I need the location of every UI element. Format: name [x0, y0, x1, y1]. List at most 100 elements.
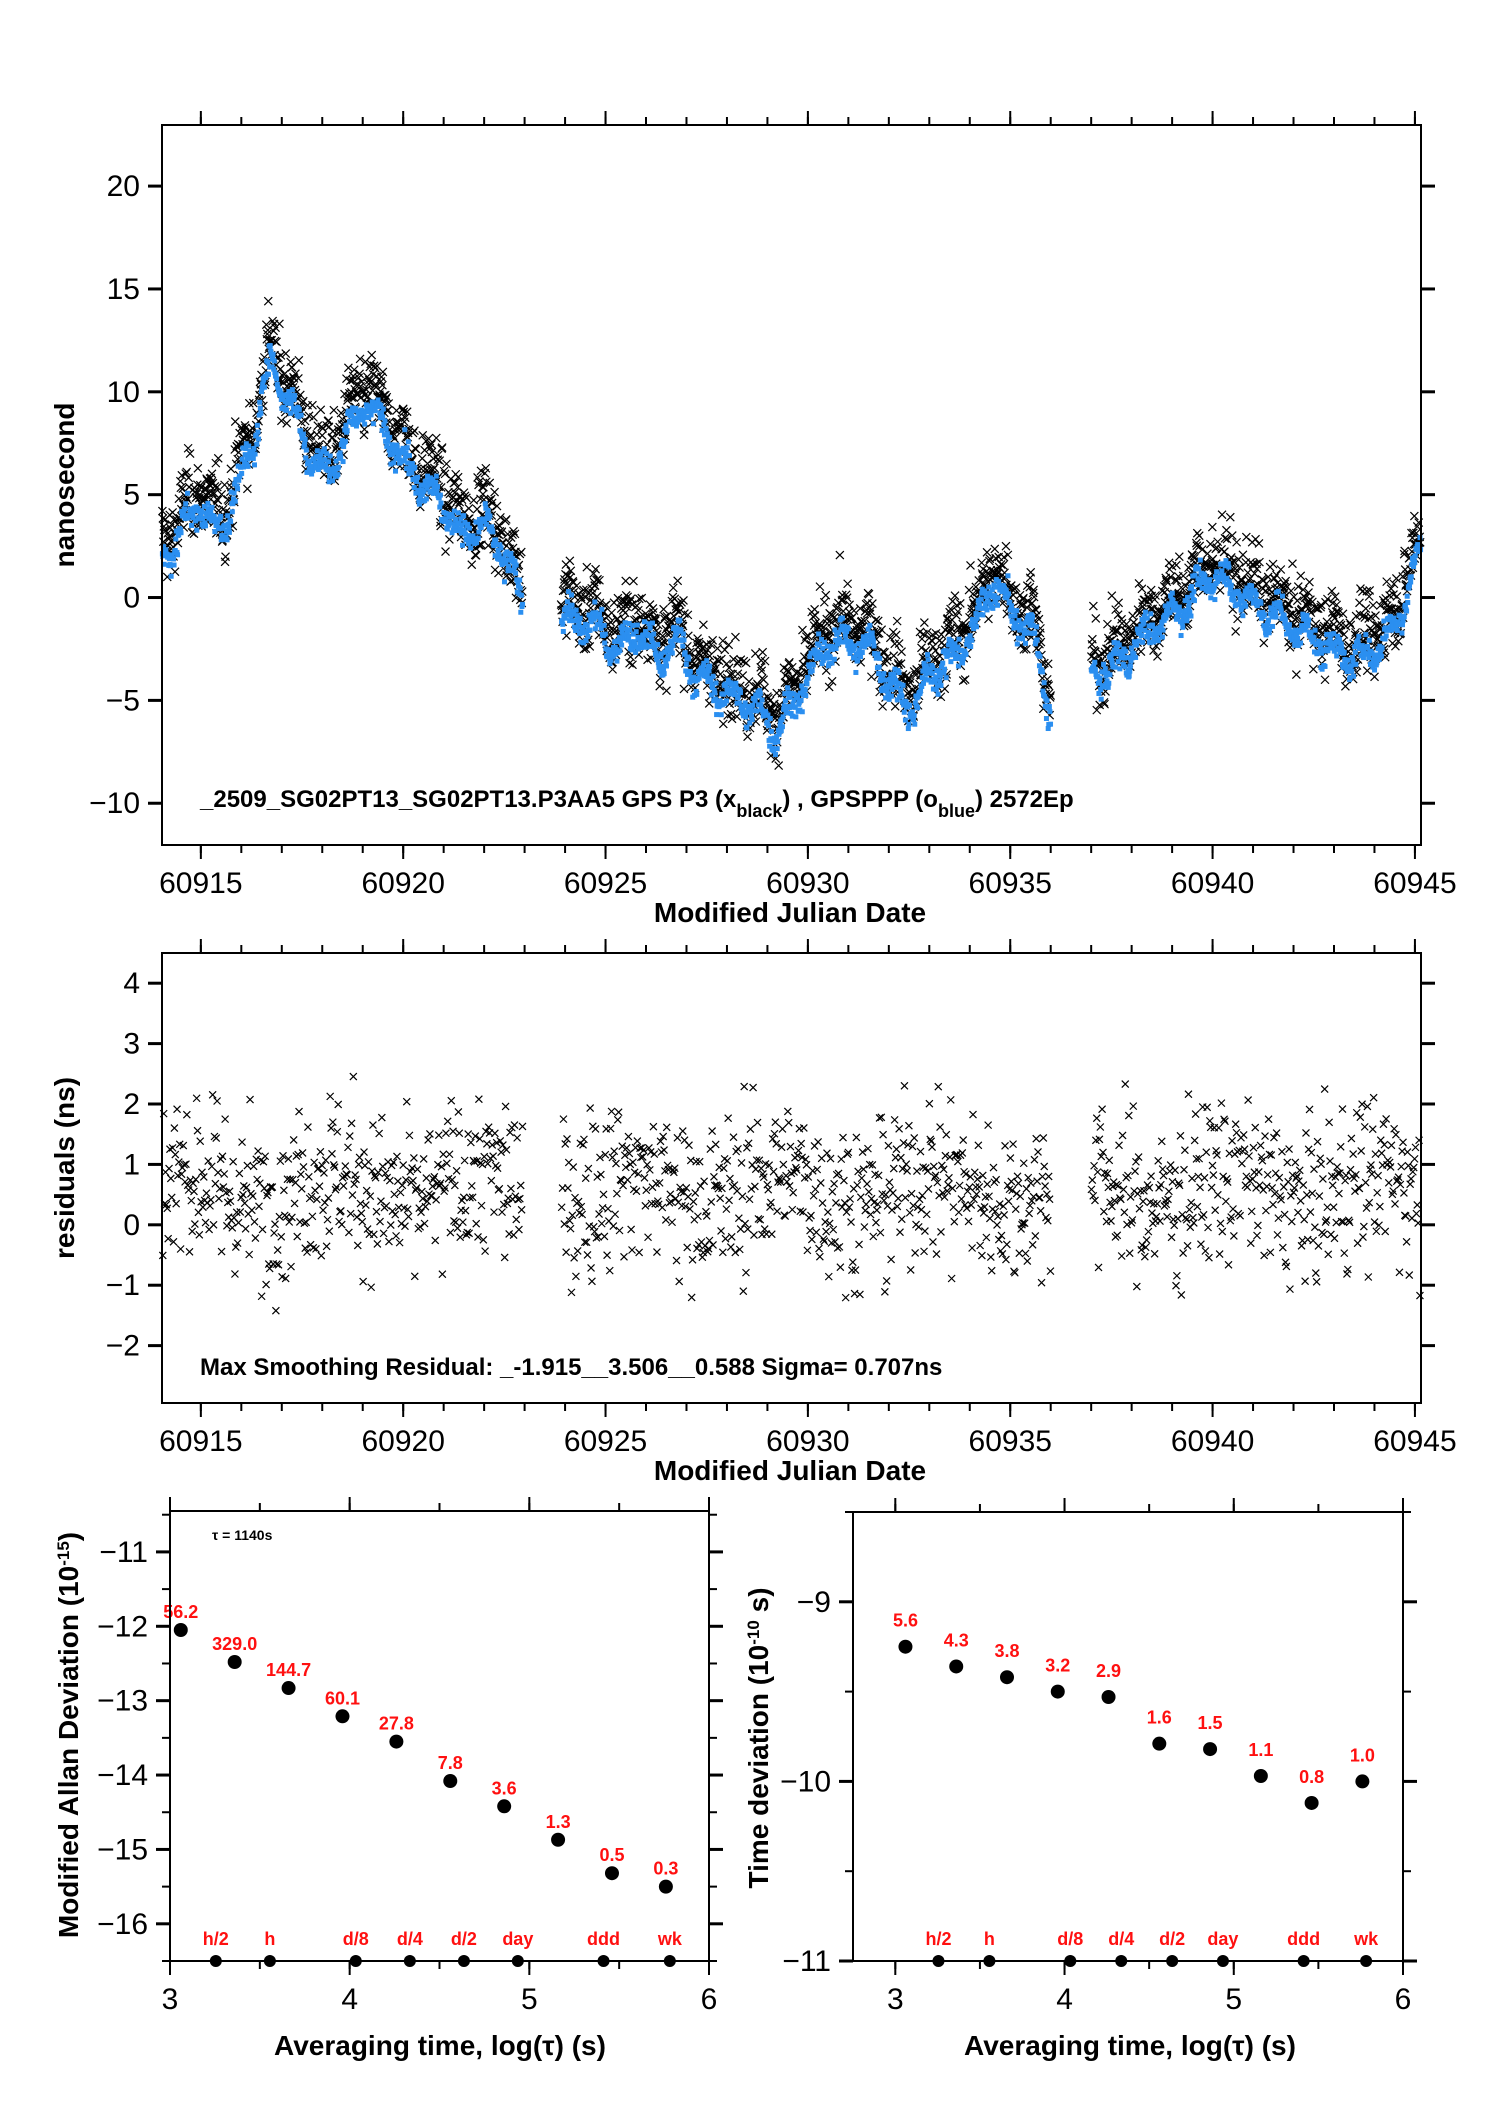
blue-o-point	[906, 721, 912, 727]
blue-o-point	[518, 592, 524, 598]
blue-o-point	[569, 602, 575, 608]
black-x-point	[889, 651, 899, 661]
blue-o-point	[163, 547, 169, 553]
blue-o-point	[1286, 622, 1292, 628]
blue-o-point	[461, 513, 467, 519]
black-x-point	[803, 631, 813, 641]
blue-o-point	[592, 599, 598, 605]
black-x-point	[917, 634, 927, 644]
blue-o-point	[1184, 618, 1190, 624]
black-x-point	[360, 424, 369, 434]
blue-o-point	[1034, 637, 1040, 643]
black-x-point	[211, 458, 221, 468]
blue-o-point	[482, 501, 488, 507]
x-tick-label: 60940	[1171, 867, 1254, 900]
phase-plot: 60915 60920 60925 60930 60935 60940 6094520151…	[49, 111, 1457, 928]
blue-o-point	[1180, 624, 1186, 630]
blue-o-point	[686, 656, 692, 662]
blue-o-point	[833, 645, 839, 651]
black-x-point	[472, 504, 482, 514]
black-x-point	[464, 503, 474, 513]
blue-o-point	[1039, 669, 1045, 675]
blue-o-point	[1112, 664, 1118, 670]
black-x-point	[896, 659, 906, 669]
blue-o-point	[805, 675, 811, 681]
black-x-point	[629, 576, 638, 586]
blue-o-point	[577, 615, 583, 621]
blue-o-point	[902, 717, 908, 723]
blue-o-point	[925, 652, 931, 658]
blue-o-point	[772, 752, 778, 758]
black-x-point	[471, 550, 481, 560]
blue-o-point	[901, 709, 907, 715]
blue-o-point	[391, 460, 397, 466]
blue-o-point	[1258, 600, 1264, 606]
blue-o-point	[670, 643, 676, 649]
black-x-point	[437, 443, 447, 452]
black-x-point	[741, 658, 751, 668]
blue-o-point	[713, 680, 719, 686]
blue-o-point	[476, 529, 482, 535]
blue-o-point	[203, 523, 209, 529]
black-x-point	[606, 617, 616, 627]
blue-o-point	[251, 462, 257, 468]
black-x-point	[431, 433, 441, 443]
black-x-point	[411, 444, 421, 454]
blue-o-point	[261, 384, 267, 390]
blue-o-point	[1014, 641, 1020, 647]
black-x-point	[637, 593, 647, 603]
blue-o-point	[736, 700, 742, 706]
black-x-point	[668, 583, 678, 593]
blue-o-point	[209, 504, 215, 510]
blue-o-point	[889, 686, 895, 692]
black-x-point	[588, 588, 598, 598]
blue-o-point	[682, 650, 688, 656]
black-x-point	[418, 430, 428, 440]
blue-o-point	[498, 545, 504, 551]
black-x-point	[806, 639, 816, 649]
blue-o-point	[1312, 627, 1318, 633]
blue-o-point	[335, 472, 341, 478]
blue-o-point	[518, 609, 524, 615]
annotation-prefix: _2509_SG02PT13_SG02PT13.P3AA5 GPS P3 (x	[199, 786, 737, 813]
black-x-point	[819, 597, 829, 607]
black-x-point	[429, 463, 439, 473]
blue-o-point	[785, 685, 791, 691]
black-x-point	[182, 467, 192, 477]
blue-o-point	[226, 529, 232, 535]
blue-o-point	[617, 648, 623, 654]
black-x-point	[585, 642, 595, 651]
blue-o-point	[940, 660, 946, 666]
blue-o-point	[633, 629, 639, 635]
black-x-point	[450, 477, 460, 487]
black-x-point	[400, 413, 410, 423]
blue-o-point	[775, 739, 781, 745]
blue-o-point	[867, 622, 873, 628]
black-x-point	[399, 407, 409, 417]
blue-o-point	[989, 587, 995, 593]
blue-o-point	[1188, 613, 1194, 619]
black-x-point	[402, 407, 412, 417]
black-x-point	[345, 376, 355, 386]
black-x-point	[936, 630, 946, 639]
blue-o-point	[402, 427, 408, 433]
blue-o-point	[704, 658, 710, 664]
blue-o-point	[820, 645, 826, 651]
blue-o-point	[677, 617, 683, 623]
black-x-point	[469, 495, 479, 505]
blue-o-point	[1140, 639, 1146, 645]
blue-o-point	[724, 698, 730, 704]
blue-o-point	[274, 376, 280, 382]
blue-o-point	[1117, 666, 1123, 672]
blue-o-point	[1253, 591, 1259, 597]
blue-o-point	[1270, 623, 1276, 629]
black-x-point	[286, 357, 296, 367]
black-x-point	[509, 526, 518, 536]
black-x-point	[714, 656, 724, 666]
blue-o-point	[171, 562, 177, 568]
black-x-point	[276, 416, 286, 426]
blue-o-point	[387, 434, 393, 440]
blue-o-point	[501, 579, 507, 585]
blue-o-point	[1097, 675, 1103, 681]
black-x-point	[487, 498, 497, 508]
